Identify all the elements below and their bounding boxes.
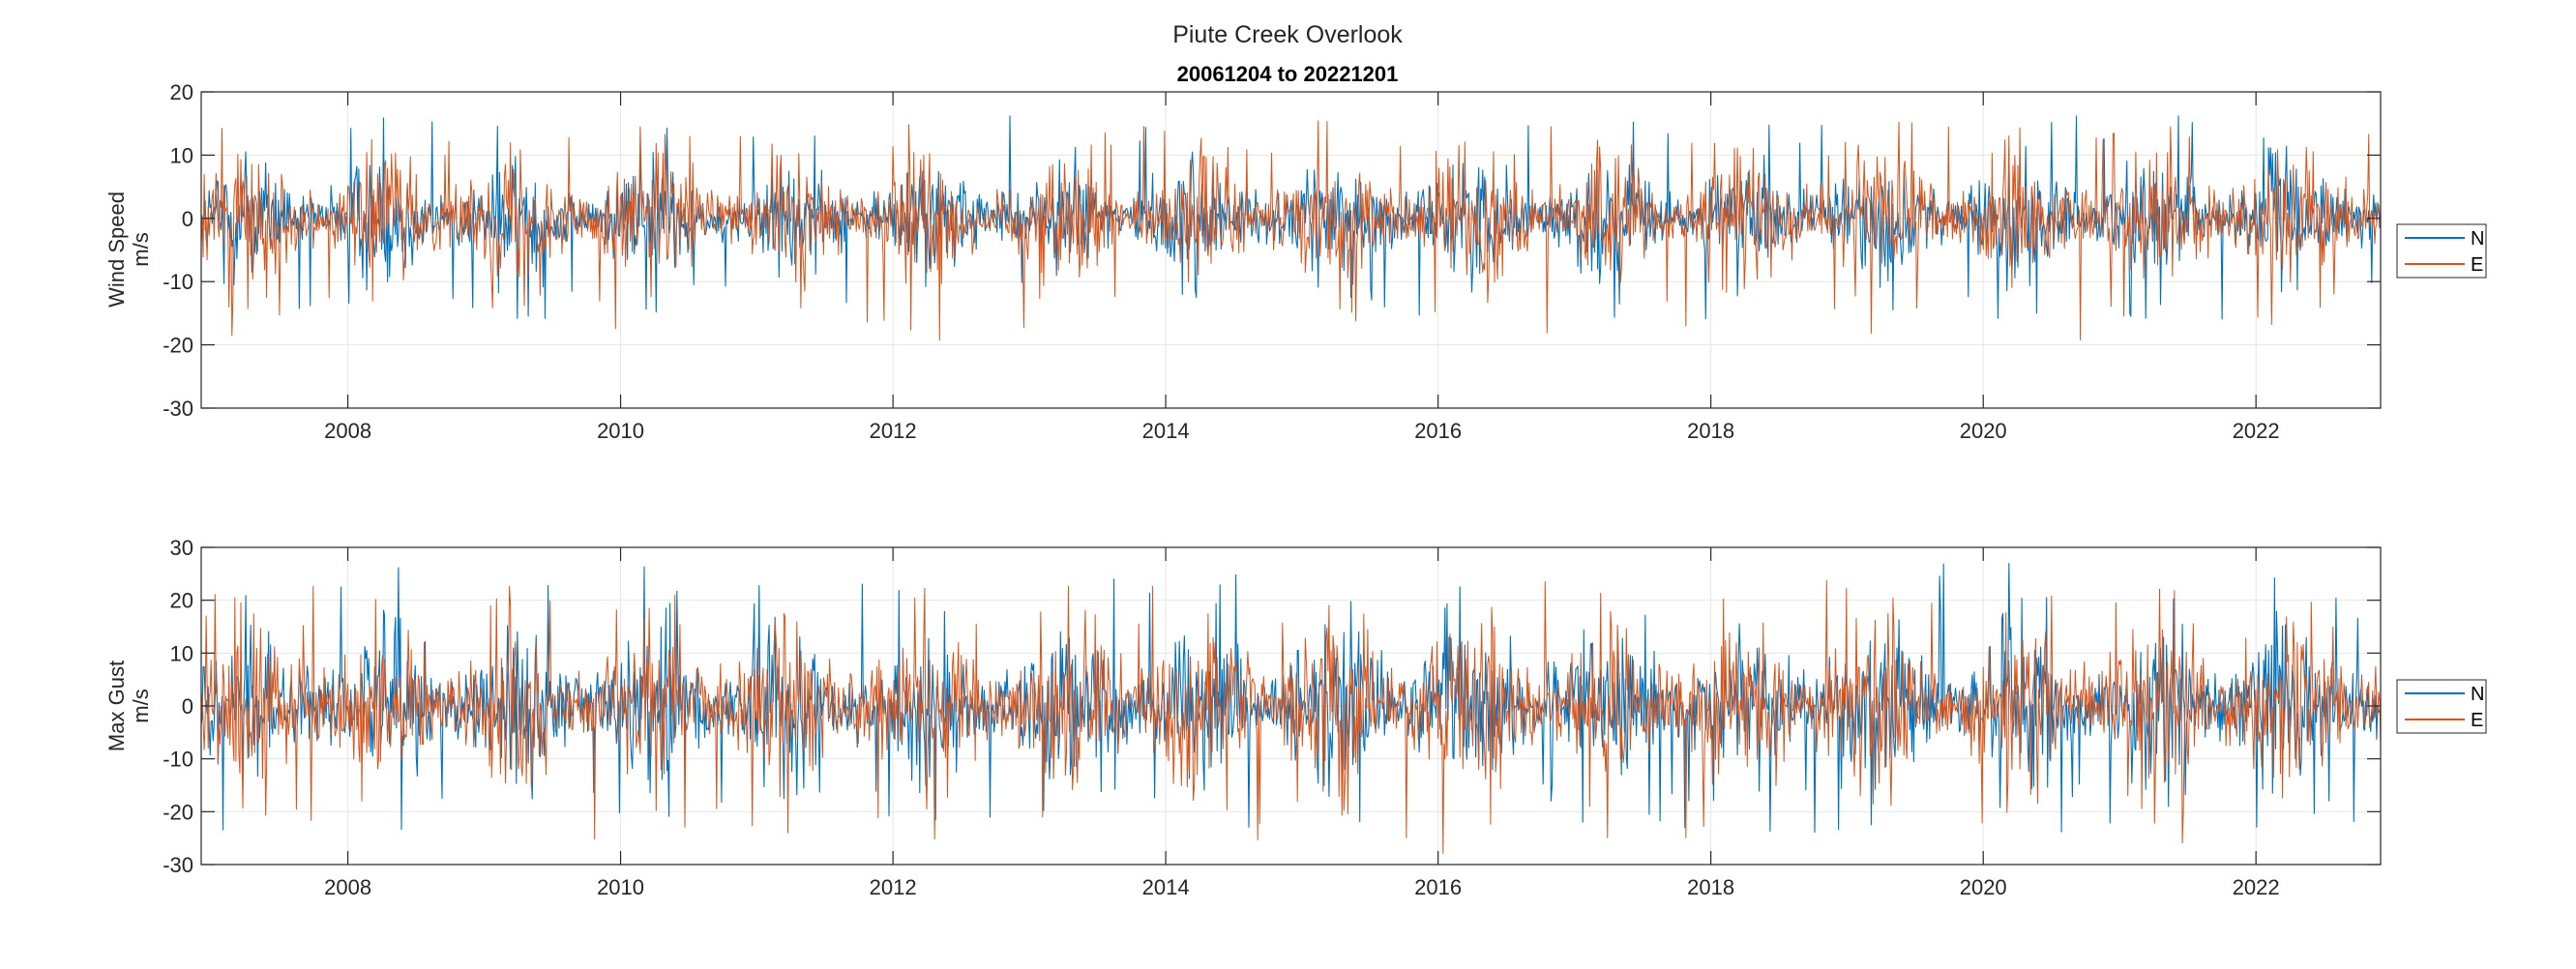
wind-speed-legend: N E [2396,223,2487,279]
wind-speed-xtick-label: 2020 [1960,419,2007,443]
max-gust-legend-box [2396,679,2487,734]
wind-speed-xtick-label: 2012 [870,419,917,443]
wind-speed-xtick-label: 2016 [1414,419,1462,443]
max-gust-xtick-label: 2018 [1687,875,1734,899]
wind-speed-ytick-label: 0 [182,207,193,231]
max-gust-ylabel: Max Gust [104,661,129,751]
wind-speed-xtick-label: 2008 [324,419,371,443]
max-gust-ytick-label: 30 [170,536,193,560]
max-gust-xtick-label: 2016 [1414,875,1462,899]
max-gust-xtick-label: 2012 [870,875,917,899]
max-gust-ylabel-unit: m/s [129,689,153,722]
max-gust-ytick-label: 10 [170,641,193,665]
wind-speed-ylabel: Wind Speed [104,191,129,308]
wind-speed-xtick-label: 2022 [2233,419,2280,443]
wind-speed-ytick-label: 20 [170,80,193,104]
wind-speed-ytick-label: -20 [163,334,193,358]
wind-speed-series [200,115,2382,341]
max-gust-legend-n-label: N [2471,684,2484,705]
max-gust-xtick-label: 2020 [1960,875,2007,899]
wind-speed-series-e [200,120,2382,341]
max-gust-xtick-label: 2014 [1142,875,1190,899]
figure-suptitle: Piute Creek Overlook [1172,21,1403,48]
max-gust-xtick-label: 2010 [597,875,644,899]
wind-speed-legend-e-label: E [2471,254,2483,276]
max-gust-ytick-label: -10 [163,748,193,772]
wind-speed-xtick-label: 2010 [597,419,644,443]
wind-speed-ylabel-unit: m/s [129,232,153,266]
max-gust-legend-e-label: E [2471,710,2483,731]
wind-speed-ytick-label: 10 [170,143,193,167]
wind-speed-legend-box [2396,223,2487,279]
max-gust-ytick-label: -30 [163,853,193,877]
max-gust-legend: N E [2396,679,2487,734]
max-gust-xtick-label: 2022 [2233,875,2280,899]
wind-speed-xtick-label: 2014 [1142,419,1190,443]
figure-subtitle: 20061204 to 20221201 [1177,62,1399,86]
wind-speed-legend-n-label: N [2471,228,2484,250]
wind-speed-ytick-label: -30 [163,396,193,421]
wind-speed-ytick-label: -10 [163,270,193,294]
max-gust-series-e [200,579,2382,854]
max-gust-xtick-label: 2008 [324,875,371,899]
wind-speed-axes-box [200,91,2382,409]
max-gust-ytick-label: 20 [170,589,193,613]
max-gust-ytick-label: -20 [163,800,193,824]
max-gust-series [200,563,2382,854]
wind-speed-xtick-label: 2018 [1687,419,1734,443]
max-gust-ytick-label: 0 [182,694,193,719]
